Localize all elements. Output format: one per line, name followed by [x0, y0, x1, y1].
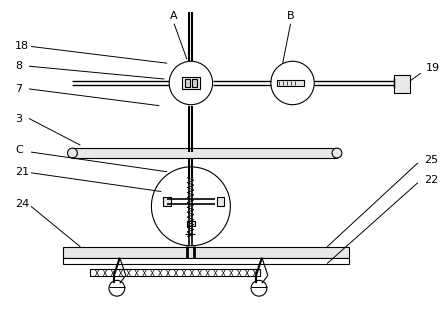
Bar	[90, 269, 260, 276]
Bar	[187, 221, 195, 226]
Text: 19: 19	[426, 63, 440, 73]
Text: 21: 21	[15, 167, 29, 177]
Bar	[73, 148, 337, 158]
Circle shape	[67, 148, 78, 158]
Circle shape	[271, 61, 314, 105]
Bar	[62, 258, 349, 264]
Circle shape	[332, 148, 342, 158]
Text: 25: 25	[424, 155, 438, 165]
Bar	[62, 247, 349, 258]
Text: 8: 8	[15, 61, 22, 71]
Circle shape	[169, 61, 213, 105]
Bar	[217, 198, 225, 206]
Bar	[182, 77, 200, 89]
Text: 3: 3	[15, 114, 22, 124]
Text: 22: 22	[424, 175, 438, 185]
Text: 24: 24	[15, 199, 29, 209]
Text: B: B	[287, 11, 295, 21]
Bar	[277, 80, 304, 86]
Bar	[185, 79, 190, 87]
Bar	[394, 75, 410, 93]
Bar	[163, 198, 171, 206]
Text: C: C	[15, 145, 23, 155]
Circle shape	[251, 280, 267, 296]
Text: 7: 7	[15, 84, 22, 94]
Bar	[192, 79, 197, 87]
Circle shape	[152, 167, 230, 246]
Text: 18: 18	[15, 41, 29, 51]
Text: A: A	[170, 11, 178, 21]
Circle shape	[109, 280, 125, 296]
